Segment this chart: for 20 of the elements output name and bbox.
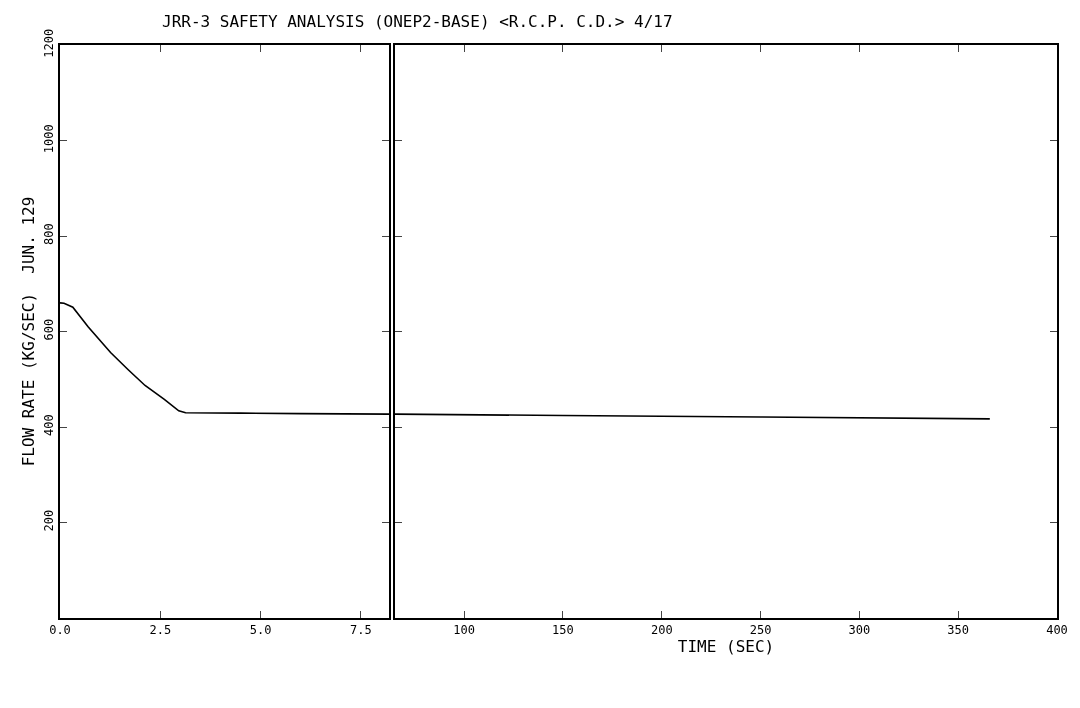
x-tick-label: 350 bbox=[947, 623, 970, 638]
x-tick-label: 0.0 bbox=[49, 623, 71, 638]
y-tick-label: 200 bbox=[42, 509, 57, 532]
x-tick-label: 300 bbox=[848, 623, 871, 638]
x-axis-title: TIME (SEC) bbox=[677, 637, 775, 657]
x-tick-label: 7.5 bbox=[350, 623, 372, 638]
x-tick-label: 5.0 bbox=[249, 623, 272, 638]
y-tick-label: 1200 bbox=[42, 28, 57, 58]
x-tick-label: 2.5 bbox=[149, 623, 172, 638]
x-tick-label: 100 bbox=[453, 623, 476, 638]
chart-title: JRR-3 SAFETY ANALYSIS (ONEP2-BASE) <R.C.P. C.D.> 4/17 bbox=[162, 12, 673, 31]
x-tick-label: 200 bbox=[650, 623, 673, 638]
x-tick-label: 400 bbox=[1046, 623, 1068, 638]
y-tick-label: 800 bbox=[42, 223, 57, 246]
y-axis-title: FLOW RATE (KG/SEC) JUN. 129 bbox=[18, 196, 38, 467]
y-tick-label: 400 bbox=[42, 414, 57, 437]
y-tick-label: 1000 bbox=[42, 124, 57, 154]
x-tick-label: 250 bbox=[749, 623, 772, 638]
y-tick-label: 600 bbox=[42, 318, 57, 341]
x-tick-label: 150 bbox=[552, 623, 574, 638]
